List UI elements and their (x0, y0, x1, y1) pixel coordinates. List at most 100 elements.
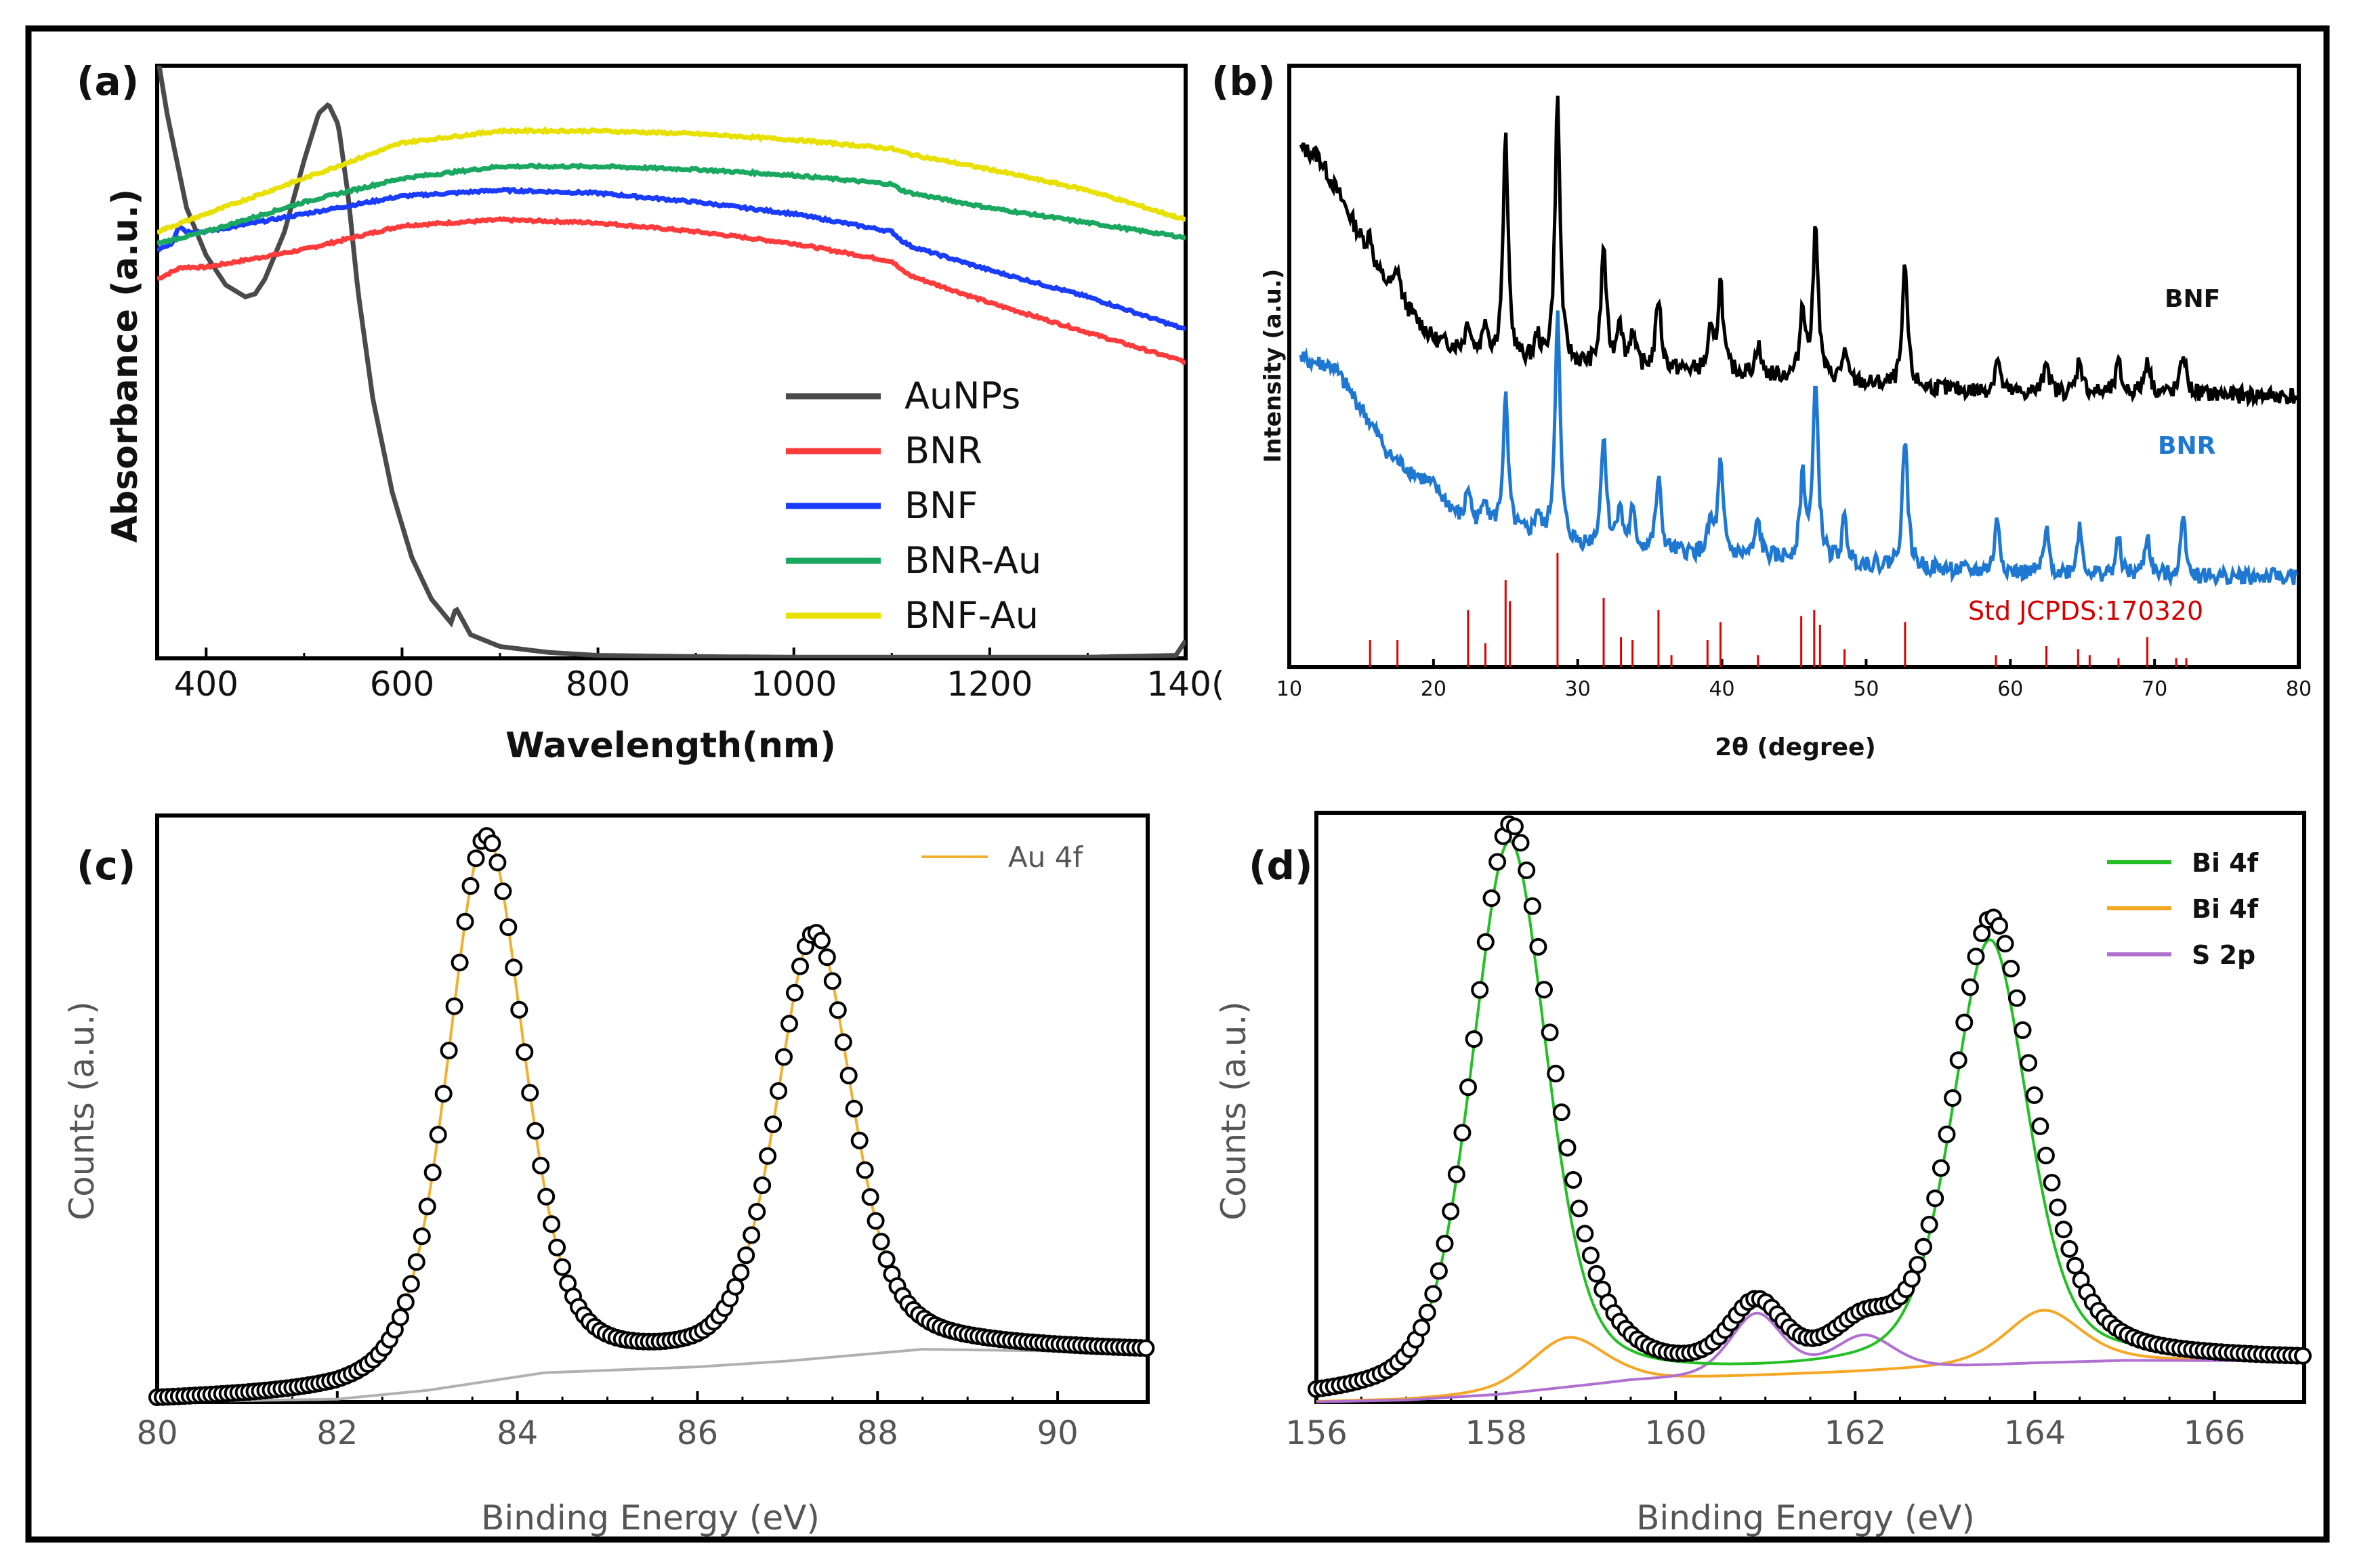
data-point (775, 1048, 793, 1066)
x-tick-label: 20 (1421, 677, 1446, 701)
data-point (1523, 897, 1541, 915)
series-bnf (157, 186, 1186, 331)
data-point (834, 1033, 852, 1051)
panel-c-legend: Au 4f (921, 841, 1083, 874)
panel-c-xlabel: Binding Energy (eV) (481, 1498, 820, 1538)
data-point (829, 1001, 847, 1019)
data-point (1944, 1089, 1962, 1107)
data-point (726, 1277, 745, 1296)
data-point (764, 1115, 783, 1133)
figure-border (25, 25, 2330, 1543)
data-point (1471, 981, 1489, 999)
data-point (1558, 1139, 1577, 1157)
panel-b-axes (1287, 64, 2301, 669)
data-point (1465, 1030, 1483, 1048)
data-point (521, 1084, 539, 1102)
background-line (157, 1348, 1148, 1403)
data-point (2043, 1174, 2061, 1192)
x-tick-label: 88 (857, 1414, 898, 1452)
x-tick-label: 84 (497, 1414, 538, 1452)
data-point (456, 912, 474, 931)
panel-a: (a) 400 600 800 1000 1200 140( Wavelength(nm)… (77, 58, 1224, 766)
data-point (759, 1147, 777, 1165)
panel-a-ylabel: Absorbance (a.u.) (105, 189, 146, 543)
data-point (823, 972, 841, 990)
data-point (1967, 948, 1985, 966)
legend-label: BNF (904, 484, 978, 527)
data-point (2020, 1054, 2038, 1072)
data-point (861, 1188, 879, 1206)
x-tick-label: 60 (1997, 677, 2023, 701)
panel-d-series (1308, 815, 2312, 1403)
x-tick-label: 80 (136, 1414, 178, 1452)
data-point (1961, 978, 1979, 996)
data-point (2066, 1256, 2084, 1275)
x-tick-label: 164 (2004, 1414, 2066, 1452)
panel-c-ylabel: Counts (a.u.) (62, 1001, 102, 1221)
data-point (1442, 1202, 1460, 1221)
data-point (1955, 1013, 1974, 1032)
x-tick-label: 50 (1853, 677, 1879, 701)
data-point (1576, 1225, 1594, 1243)
panel-d-xticks: 156 158 160 162 164 166 (1285, 1391, 2245, 1452)
x-tick-label: 160 (1644, 1414, 1707, 1452)
x-tick-label: 1000 (751, 664, 837, 704)
legend-label: Au 4f (1008, 841, 1083, 874)
x-tick-label: 400 (174, 664, 238, 704)
data-point (1949, 1051, 1967, 1069)
data-point (1436, 1235, 1454, 1253)
data-point (434, 1084, 453, 1103)
panel-c: (c) 80 82 84 86 88 90 Binding Energy (eV) Cou… (62, 813, 1155, 1538)
data-point (1535, 981, 1553, 999)
data-point (1518, 861, 1536, 879)
legend-label: Bi 4f (2192, 894, 2259, 924)
data-point (537, 1187, 556, 1206)
data-point (1541, 1023, 1559, 1042)
data-point (526, 1122, 545, 1140)
panel-a-tag: (a) (77, 58, 139, 104)
data-point (1482, 889, 1501, 908)
data-point (1488, 853, 1507, 871)
data-point (1430, 1262, 1448, 1280)
x-tick-label: 166 (2184, 1414, 2246, 1452)
legend-label: BNF-Au (904, 594, 1039, 637)
panel-b-bnr-label: BNR (2158, 432, 2215, 460)
data-point (1996, 935, 2014, 953)
data-point (532, 1156, 550, 1174)
data-point (554, 1258, 572, 1276)
x-tick-label: 1200 (946, 664, 1033, 704)
fit-bi-4f-secondary (1316, 1309, 2303, 1403)
data-point (1413, 1319, 1431, 1337)
x-tick-label: 40 (1709, 677, 1734, 701)
x-tick-label: 156 (1285, 1414, 1348, 1452)
data-point (1932, 1159, 1950, 1177)
data-point (429, 1126, 447, 1144)
data-point (812, 931, 831, 950)
data-point (391, 1308, 409, 1326)
data-point (1564, 1171, 1583, 1189)
data-point (856, 1161, 874, 1179)
data-point (1909, 1256, 1927, 1274)
x-tick-label: 162 (1824, 1414, 1886, 1452)
data-point (780, 1015, 798, 1033)
panel-a-legend: AuNPs BNR BNF BNR-Au BNF-Au (786, 375, 1041, 637)
data-point (1581, 1246, 1600, 1265)
data-point (1476, 933, 1495, 951)
data-point (1418, 1303, 1436, 1321)
data-point (402, 1275, 420, 1293)
data-point (451, 954, 469, 972)
fit-s-2p (1316, 1311, 2303, 1403)
panel-b-series (1299, 96, 2298, 667)
panel-d: (d) 156 158 160 162 164 166 Binding Energy (e… (1214, 811, 2312, 1538)
data-point (1920, 1216, 1938, 1233)
data-point (483, 834, 501, 853)
series-bnf-au (157, 126, 1186, 235)
panel-b-reference-label: Std JCPDS:170320 (1968, 596, 2203, 626)
x-tick-label: 86 (677, 1414, 718, 1452)
panel-b-xticks: 10 20 30 40 50 60 70 80 (1276, 659, 2312, 701)
data-point (770, 1082, 788, 1100)
series-bnr-au (157, 162, 1186, 247)
data-point (867, 1212, 885, 1230)
x-tick-label: 30 (1565, 677, 1591, 701)
data-point (732, 1263, 750, 1281)
